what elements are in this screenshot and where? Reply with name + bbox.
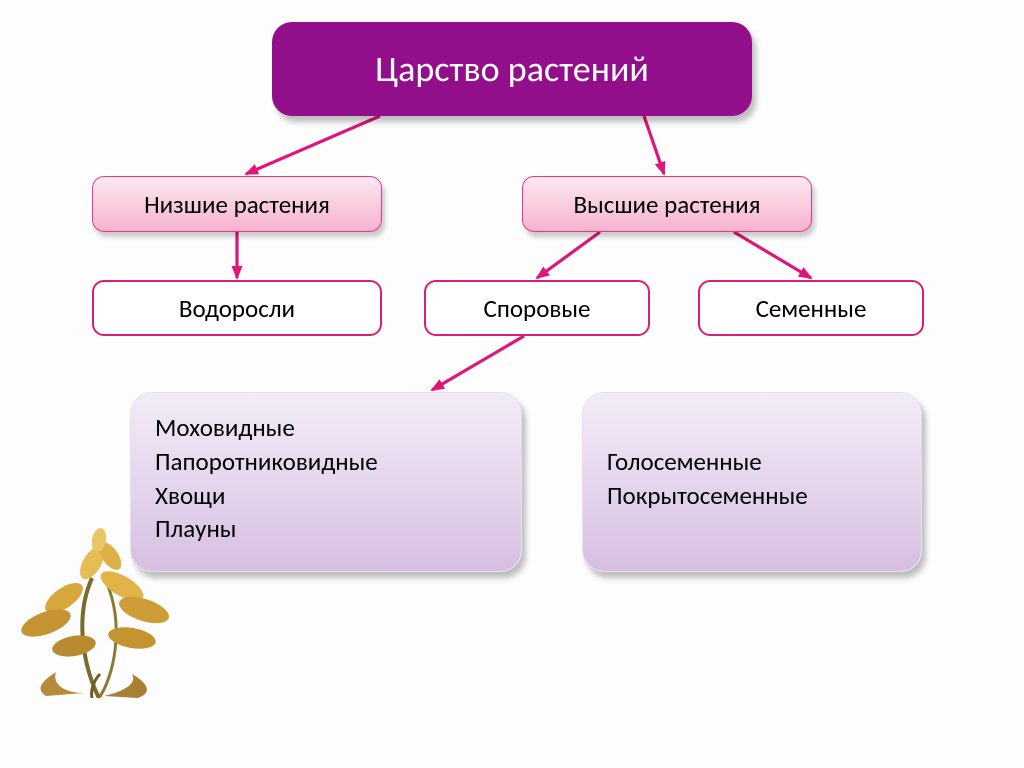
leaf-item: Покрытосеменные [607, 479, 897, 513]
spore-node: Споровые [424, 280, 650, 336]
plant-decorative-icon [4, 468, 194, 698]
spore-children-list: МоховидныеПапоротниковидныеХвощиПлауны [155, 411, 497, 546]
leaf-item: Плауны [155, 512, 497, 546]
algae-node: Водоросли [92, 280, 382, 336]
arrow [246, 116, 380, 174]
leaf-item: Папоротниковидные [155, 445, 497, 479]
root-label: Царство растений [375, 47, 649, 91]
arrow [432, 336, 524, 390]
higher-plants-label: Высшие растения [574, 189, 761, 220]
leaf-item: Моховидные [155, 411, 497, 445]
lower-plants-node: Низшие растения [92, 176, 382, 232]
arrow [734, 232, 811, 278]
seed-node: Семенные [698, 280, 924, 336]
algae-label: Водоросли [179, 293, 295, 324]
root-node: Царство растений [272, 22, 752, 116]
seed-children-list: ГолосеменныеПокрытосеменные [607, 445, 897, 513]
leaf-item: Хвощи [155, 479, 497, 513]
seed-label: Семенные [756, 293, 867, 324]
arrow [644, 116, 664, 174]
arrow [537, 232, 600, 278]
spore-label: Споровые [484, 293, 591, 324]
leaf-item: Голосеменные [607, 445, 897, 479]
higher-plants-node: Высшие растения [522, 176, 812, 232]
lower-plants-label: Низшие растения [144, 189, 330, 220]
seed-children-node: ГолосеменныеПокрытосеменные [582, 392, 922, 572]
